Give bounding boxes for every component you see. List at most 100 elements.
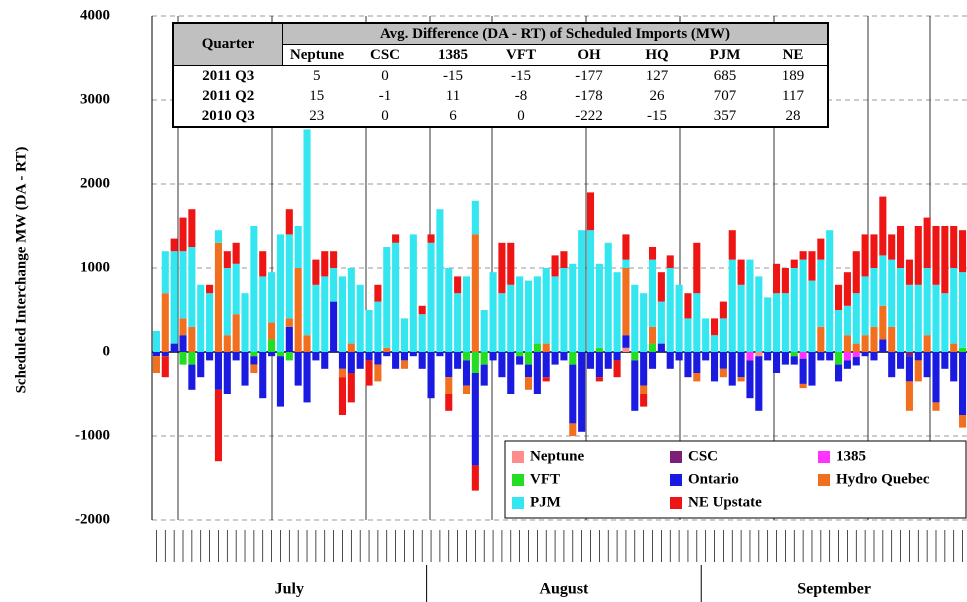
bar-segment: [170, 251, 178, 344]
bar-segment: [232, 352, 240, 361]
bar-segment: [950, 352, 958, 382]
bar-segment: [772, 263, 781, 294]
bar-segment: [462, 360, 471, 386]
bar-segment: [959, 230, 967, 273]
bar-segment: [338, 368, 347, 378]
table-column-header: HQ: [623, 44, 691, 66]
bar-segment: [285, 318, 293, 327]
bar-segment: [817, 352, 825, 361]
table-row: 2010 Q3 23 0 6 0 -222 -15 357 28: [173, 106, 828, 127]
bar-segment: [666, 352, 674, 369]
bar-segment: [852, 293, 860, 344]
bar-segment: [648, 259, 657, 327]
bar-segment: [905, 352, 913, 357]
bar-segment: [259, 352, 267, 399]
bar-segment: [684, 293, 692, 319]
table-cell: 26: [649, 87, 665, 104]
table-column-header: Neptune: [282, 44, 351, 66]
bar-segment: [843, 360, 851, 369]
bar-segment: [524, 364, 533, 378]
bar-segment: [737, 352, 745, 378]
bar-segment: [312, 352, 320, 361]
table-cell: -178: [575, 87, 603, 104]
bar-segment: [835, 352, 843, 365]
bar-segment: [268, 339, 276, 352]
bar-segment: [232, 263, 240, 315]
bar-segment: [214, 352, 222, 390]
bar-segment: [755, 352, 763, 357]
y-tick-label: 3000: [80, 91, 110, 107]
bar-segment: [551, 352, 559, 365]
legend-label: Hydro Quebec: [836, 471, 930, 487]
bar-segment: [356, 284, 364, 352]
legend-swatch: [512, 474, 524, 486]
bar-segment: [179, 352, 187, 365]
bar-segment: [861, 352, 869, 357]
bar-segment: [959, 272, 967, 348]
bar-segment: [276, 356, 284, 407]
bar-segment: [923, 335, 931, 352]
bar-segment: [808, 251, 816, 281]
bar-segment: [870, 268, 878, 327]
bar-segment: [179, 217, 187, 252]
bar-segment: [843, 352, 851, 361]
bar-segment: [569, 423, 577, 436]
bar-segment: [888, 352, 896, 378]
bar-segment: [454, 276, 462, 294]
bar-segment: [188, 352, 196, 365]
bar-segment: [728, 352, 736, 386]
bar-segment: [418, 352, 426, 369]
bar-segment: [206, 352, 214, 361]
bar-segment: [950, 343, 958, 352]
table-title: Avg. Difference (DA - RT) of Scheduled I…: [282, 22, 829, 45]
bar-segment: [569, 364, 577, 424]
bar-segment: [480, 352, 488, 365]
bar-segment: [932, 284, 940, 352]
bar-segment: [365, 352, 373, 361]
legend-label: Neptune: [530, 448, 585, 464]
bar-segment: [436, 352, 444, 357]
bar-segment: [923, 268, 931, 336]
bar-segment: [648, 326, 657, 344]
bar-segment: [321, 276, 329, 352]
bar-segment: [533, 352, 541, 394]
bar-segment: [923, 352, 931, 378]
bar-segment: [285, 326, 293, 352]
bar-segment: [595, 352, 603, 378]
table-column-header: VFT: [487, 44, 555, 66]
bar-segment: [383, 347, 391, 352]
bar-segment: [914, 352, 922, 361]
bar-segment: [923, 217, 931, 268]
bar-segment: [471, 200, 479, 235]
bar-segment: [206, 293, 214, 352]
bar-segment: [666, 268, 674, 352]
y-axis-title: Scheduled Interchange MW (DA - RT): [13, 147, 29, 394]
bar-segment: [507, 242, 515, 285]
bar-segment: [223, 268, 231, 336]
y-tick-label: -1000: [75, 427, 110, 443]
bar-segment: [516, 356, 524, 365]
bar-segment: [808, 352, 816, 386]
bar-segment: [897, 352, 905, 369]
bar-segment: [188, 247, 196, 327]
table-cell: 23: [309, 107, 325, 124]
bar-segment: [586, 352, 595, 369]
bar-segment: [578, 352, 586, 432]
bar-segment: [374, 352, 382, 365]
bar-segment: [799, 358, 807, 384]
bar-segment: [835, 364, 843, 382]
y-tick-label: -2000: [75, 511, 110, 527]
bar-segment: [241, 293, 249, 352]
bar-segment: [843, 305, 851, 336]
table-cell: 189: [781, 67, 805, 84]
bar-segment: [471, 373, 479, 466]
bar-segment: [250, 356, 258, 365]
bar-segment: [861, 276, 869, 336]
bar-segment: [365, 360, 373, 386]
bar-segment: [392, 234, 400, 243]
bar-segment: [400, 318, 409, 352]
table-cell: -177: [575, 67, 603, 84]
bar-segment: [595, 347, 603, 352]
bar-segment: [764, 352, 772, 361]
legend-label: Ontario: [688, 471, 739, 487]
